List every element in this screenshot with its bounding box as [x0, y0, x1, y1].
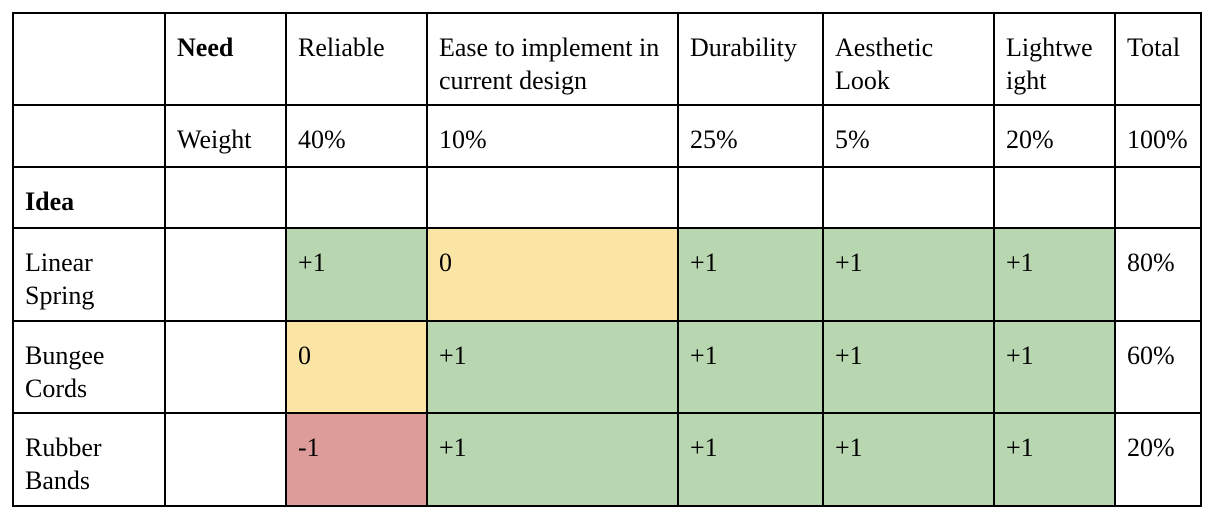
idea-row-linear-spring: Linear Spring +1 0 +1 +1 +1 80% — [12, 227, 1202, 322]
score-cell-durability: +1 — [677, 227, 824, 322]
empty-cell — [164, 227, 287, 322]
score-cell-ease-to-implement: +1 — [426, 320, 679, 414]
score-cell-reliable: +1 — [285, 227, 428, 322]
empty-cell — [1114, 166, 1202, 229]
empty-cell — [993, 166, 1116, 229]
empty-cell — [12, 104, 166, 168]
empty-cell — [426, 166, 679, 229]
header-row: Need Reliable Ease to implement in curre… — [12, 12, 1202, 106]
score-cell-durability: +1 — [677, 320, 824, 414]
idea-label-row: Idea — [12, 166, 1202, 229]
weight-row: Weight 40% 10% 25% 5% 20% 100% — [12, 104, 1202, 168]
weight-cell-durability: 25% — [677, 104, 824, 168]
decision-matrix-table: Need Reliable Ease to implement in curre… — [12, 12, 1202, 507]
empty-cell — [822, 166, 995, 229]
need-header-cell: Need — [164, 12, 287, 106]
column-header-aesthetic-look: Aesthetic Look — [822, 12, 995, 106]
empty-cell — [285, 166, 428, 229]
decision-matrix-container: Need Reliable Ease to implement in curre… — [12, 12, 1202, 507]
empty-cell — [677, 166, 824, 229]
score-cell-durability: +1 — [677, 412, 824, 507]
column-header-total: Total — [1114, 12, 1202, 106]
column-header-durability: Durability — [677, 12, 824, 106]
empty-cell — [164, 412, 287, 507]
weight-cell-aesthetic-look: 5% — [822, 104, 995, 168]
column-header-reliable: Reliable — [285, 12, 428, 106]
score-cell-ease-to-implement: +1 — [426, 412, 679, 507]
column-header-lightweight: Lightwe ight — [993, 12, 1116, 106]
score-cell-reliable: -1 — [285, 412, 428, 507]
weight-cell-ease-to-implement: 10% — [426, 104, 679, 168]
weight-cell-reliable: 40% — [285, 104, 428, 168]
idea-row-rubber-bands: Rubber Bands -1 +1 +1 +1 +1 20% — [12, 412, 1202, 507]
empty-cell — [164, 320, 287, 414]
column-header-ease-to-implement: Ease to implement in current design — [426, 12, 679, 106]
idea-label-cell: Idea — [12, 166, 166, 229]
total-cell: 80% — [1114, 227, 1202, 322]
idea-row-bungee-cords: Bungee Cords 0 +1 +1 +1 +1 60% — [12, 320, 1202, 414]
corner-cell — [12, 12, 166, 106]
score-cell-lightweight: +1 — [993, 227, 1116, 322]
weight-cell-total: 100% — [1114, 104, 1202, 168]
idea-name-cell: Linear Spring — [12, 227, 166, 322]
score-cell-lightweight: +1 — [993, 320, 1116, 414]
weight-cell-lightweight: 20% — [993, 104, 1116, 168]
idea-name-cell: Bungee Cords — [12, 320, 166, 414]
weight-label-cell: Weight — [164, 104, 287, 168]
score-cell-aesthetic-look: +1 — [822, 227, 995, 322]
score-cell-aesthetic-look: +1 — [822, 320, 995, 414]
score-cell-reliable: 0 — [285, 320, 428, 414]
total-cell: 20% — [1114, 412, 1202, 507]
empty-cell — [164, 166, 287, 229]
score-cell-ease-to-implement: 0 — [426, 227, 679, 322]
idea-name-cell: Rubber Bands — [12, 412, 166, 507]
score-cell-aesthetic-look: +1 — [822, 412, 995, 507]
score-cell-lightweight: +1 — [993, 412, 1116, 507]
total-cell: 60% — [1114, 320, 1202, 414]
